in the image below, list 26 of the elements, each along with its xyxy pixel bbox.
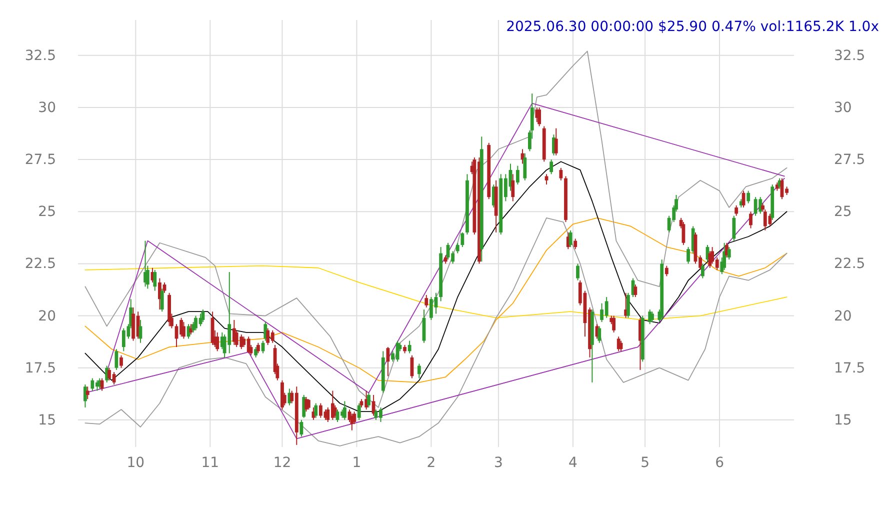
y2-tick-label: 30 xyxy=(834,100,852,116)
y2-tick-label: 20 xyxy=(834,308,852,324)
x-tick-label: 1 xyxy=(352,454,362,471)
y-tick-label: 32.5 xyxy=(24,48,56,64)
x-tick-label: 11 xyxy=(201,454,220,471)
y-tick-label: 30 xyxy=(38,100,56,116)
chart-title: 2025.06.30 00:00:00 $25.90 0.47% vol:1165.2K 1.0x xyxy=(506,19,879,35)
y-tick-label: 27.5 xyxy=(24,152,56,168)
x-tick-label: 3 xyxy=(494,454,503,471)
x-tick-label: 4 xyxy=(568,454,578,471)
y-tick-label: 15 xyxy=(38,412,56,428)
y-tick-label: 22.5 xyxy=(24,256,56,272)
y2-tick-label: 22.5 xyxy=(834,256,866,272)
y2-tick-label: 17.5 xyxy=(834,360,866,376)
y-tick-label: 17.5 xyxy=(24,360,56,376)
x-tick-label: 12 xyxy=(273,454,292,471)
x-tick-label: 2 xyxy=(426,454,436,471)
y2-tick-label: 15 xyxy=(834,412,852,428)
y-tick-label: 25 xyxy=(38,204,56,220)
y2-tick-label: 32.5 xyxy=(834,48,866,64)
y2-tick-label: 25 xyxy=(834,204,852,220)
y2-tick-label: 27.5 xyxy=(834,152,866,168)
x-tick-label: 6 xyxy=(715,454,724,471)
x-tick-label: 10 xyxy=(126,454,145,471)
x-tick-label: 5 xyxy=(640,454,650,471)
y-tick-label: 20 xyxy=(38,308,56,324)
